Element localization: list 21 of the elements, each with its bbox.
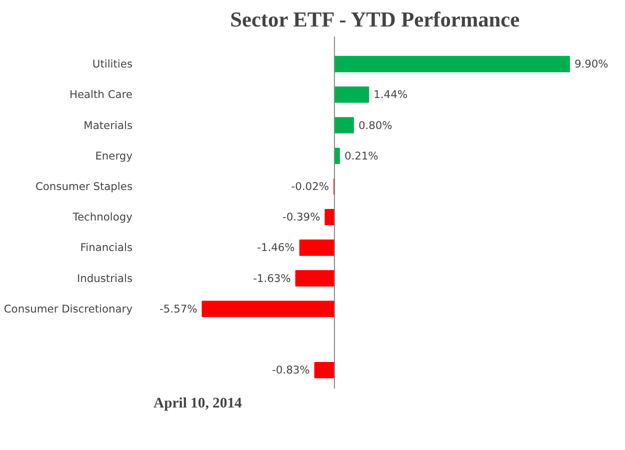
data-label: -1.63% [253, 272, 291, 285]
data-label: 0.80% [358, 118, 392, 132]
y-tick-label: Financials [80, 241, 133, 254]
y-tick-label: Consumer Discretionary [4, 302, 133, 316]
data-label: -0.02% [291, 180, 329, 193]
data-label: 9.90% [574, 58, 608, 71]
data-label: 0.21% [344, 149, 378, 162]
chart-title: Sector ETF - YTD Performance [230, 8, 520, 32]
y-tick-label: Health Care [69, 88, 133, 102]
data-label: -1.46% [257, 241, 295, 254]
y-tick-label: Consumer Staples [35, 180, 133, 193]
text: April 10, 2014 [154, 396, 243, 412]
data-label: -5.57% [160, 302, 198, 316]
data-label: -0.83% [272, 364, 310, 377]
y-tick-label: Industrials [76, 272, 133, 285]
data-label: 1.44% [374, 88, 408, 102]
y-tick-label: Energy [95, 149, 133, 162]
y-tick-label: Materials [84, 118, 133, 132]
y-tick-label: Utilities [92, 58, 133, 71]
y-tick-label: Technology [72, 210, 133, 224]
data-label: -0.39% [282, 210, 320, 224]
